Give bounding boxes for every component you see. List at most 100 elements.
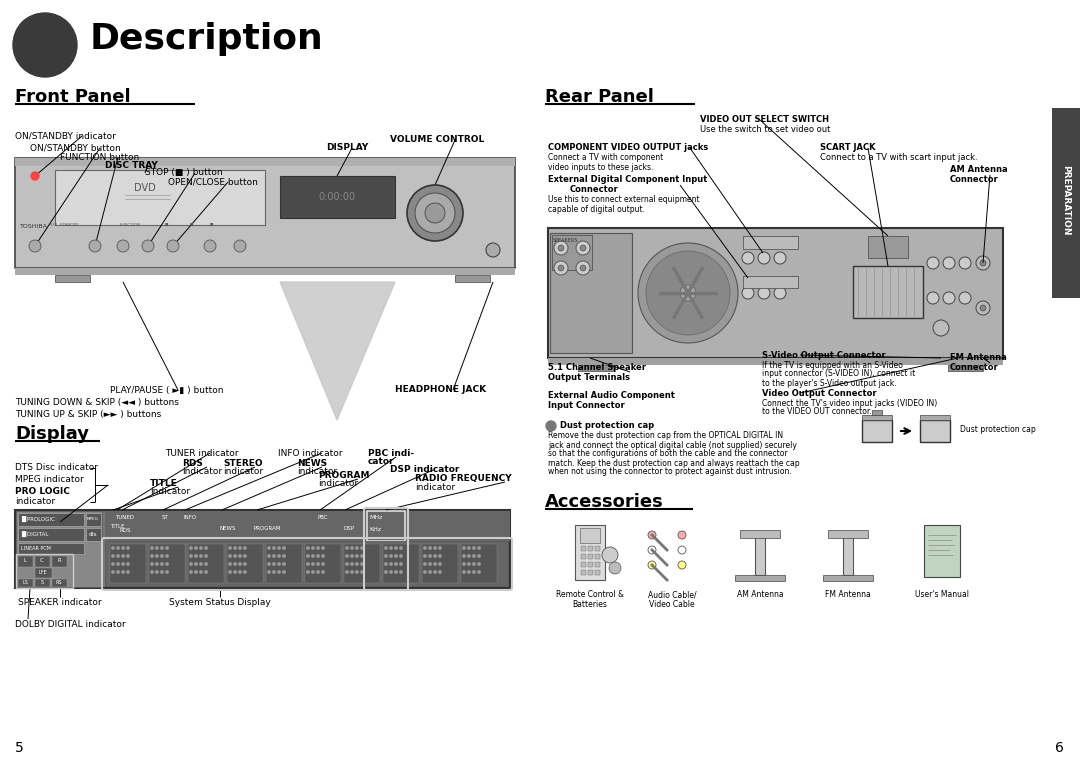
Text: match. Keep the dust protection cap and always reattach the cap: match. Keep the dust protection cap and … bbox=[548, 459, 799, 468]
Text: FM Antenna: FM Antenna bbox=[950, 353, 1007, 362]
Circle shape bbox=[151, 555, 153, 557]
Circle shape bbox=[194, 563, 198, 565]
Circle shape bbox=[13, 13, 77, 77]
Circle shape bbox=[434, 547, 436, 549]
Circle shape bbox=[161, 555, 163, 557]
Text: capable of digital output.: capable of digital output. bbox=[548, 204, 645, 214]
Bar bbox=[920, 420, 950, 442]
Circle shape bbox=[434, 571, 436, 573]
Text: DISC TRAY: DISC TRAY bbox=[105, 160, 158, 169]
Circle shape bbox=[166, 563, 168, 565]
Text: PBC: PBC bbox=[318, 515, 328, 520]
Circle shape bbox=[117, 563, 119, 565]
Text: FUNCTION button: FUNCTION button bbox=[60, 153, 139, 162]
Text: Use this to connect external equipment: Use this to connect external equipment bbox=[548, 195, 700, 204]
Polygon shape bbox=[280, 282, 395, 420]
Circle shape bbox=[477, 571, 481, 573]
Text: MHz: MHz bbox=[369, 515, 382, 520]
Text: TUNING DOWN & SKIP (◄◄ ) buttons: TUNING DOWN & SKIP (◄◄ ) buttons bbox=[15, 398, 179, 407]
Circle shape bbox=[486, 243, 500, 257]
Text: Output Terminals: Output Terminals bbox=[548, 372, 630, 382]
Circle shape bbox=[122, 547, 124, 549]
Circle shape bbox=[678, 561, 686, 569]
Circle shape bbox=[229, 571, 231, 573]
Circle shape bbox=[415, 193, 455, 233]
Circle shape bbox=[468, 571, 470, 573]
Circle shape bbox=[190, 571, 192, 573]
Text: █ PROLOGIC: █ PROLOGIC bbox=[21, 516, 55, 522]
Bar bbox=[948, 365, 983, 371]
Circle shape bbox=[473, 555, 475, 557]
Circle shape bbox=[558, 245, 564, 251]
Bar bbox=[735, 575, 785, 581]
Circle shape bbox=[18, 18, 62, 62]
Bar bbox=[18, 513, 84, 526]
Circle shape bbox=[473, 547, 475, 549]
Bar bbox=[872, 410, 882, 415]
Circle shape bbox=[742, 287, 754, 299]
Circle shape bbox=[112, 563, 114, 565]
Text: OPEN/CLOSE button: OPEN/CLOSE button bbox=[168, 178, 258, 186]
Circle shape bbox=[239, 555, 241, 557]
Text: S: S bbox=[40, 581, 43, 585]
Text: INFO: INFO bbox=[183, 515, 197, 520]
Text: SCART JACK: SCART JACK bbox=[820, 143, 876, 153]
Text: indicator: indicator bbox=[183, 468, 222, 477]
Circle shape bbox=[680, 285, 696, 301]
Circle shape bbox=[278, 555, 280, 557]
Circle shape bbox=[384, 547, 388, 549]
Bar bbox=[15, 158, 515, 268]
Circle shape bbox=[229, 563, 231, 565]
Text: User's Manual: User's Manual bbox=[915, 590, 969, 599]
Circle shape bbox=[609, 562, 621, 574]
Circle shape bbox=[316, 547, 320, 549]
Bar bbox=[383, 544, 419, 583]
Bar bbox=[868, 236, 908, 258]
Circle shape bbox=[468, 555, 470, 557]
Text: DOLBY DIGITAL indicator: DOLBY DIGITAL indicator bbox=[15, 620, 125, 629]
Text: Rear Panel: Rear Panel bbox=[545, 88, 653, 106]
Text: █ DIGITAL: █ DIGITAL bbox=[21, 531, 49, 537]
Circle shape bbox=[156, 547, 158, 549]
Text: Display: Display bbox=[15, 425, 89, 443]
Text: NEWS: NEWS bbox=[220, 526, 237, 531]
Circle shape bbox=[126, 555, 130, 557]
Circle shape bbox=[429, 547, 431, 549]
Bar bbox=[552, 235, 592, 270]
Bar bbox=[345, 544, 380, 583]
Text: Connect to a TV with scart input jack.: Connect to a TV with scart input jack. bbox=[820, 153, 977, 163]
Text: RDS: RDS bbox=[120, 528, 132, 533]
Circle shape bbox=[156, 563, 158, 565]
Bar bbox=[16, 554, 73, 588]
Text: STOP (■ ) button: STOP (■ ) button bbox=[145, 169, 222, 178]
Text: L: L bbox=[24, 559, 27, 564]
Text: AM Antenna: AM Antenna bbox=[950, 166, 1008, 175]
Circle shape bbox=[468, 547, 470, 549]
Bar bbox=[86, 513, 102, 526]
Circle shape bbox=[434, 563, 436, 565]
Circle shape bbox=[554, 261, 568, 275]
Circle shape bbox=[141, 240, 154, 252]
Circle shape bbox=[678, 546, 686, 554]
Circle shape bbox=[395, 571, 397, 573]
Circle shape bbox=[355, 563, 359, 565]
Bar bbox=[578, 365, 613, 371]
Circle shape bbox=[316, 555, 320, 557]
Bar bbox=[580, 528, 600, 543]
Circle shape bbox=[438, 571, 442, 573]
Text: SPEAKERS: SPEAKERS bbox=[553, 238, 579, 243]
Bar bbox=[422, 544, 458, 583]
Circle shape bbox=[167, 240, 179, 252]
Text: cator: cator bbox=[368, 458, 394, 466]
Circle shape bbox=[346, 547, 348, 549]
Circle shape bbox=[576, 261, 590, 275]
Circle shape bbox=[390, 555, 392, 557]
Bar bbox=[15, 158, 515, 166]
Bar bbox=[588, 554, 593, 559]
Text: Dust protection cap: Dust protection cap bbox=[561, 421, 654, 430]
Bar bbox=[105, 541, 508, 586]
Circle shape bbox=[463, 563, 465, 565]
Circle shape bbox=[351, 547, 353, 549]
Bar bbox=[581, 554, 586, 559]
Text: FM Antenna: FM Antenna bbox=[825, 590, 870, 599]
